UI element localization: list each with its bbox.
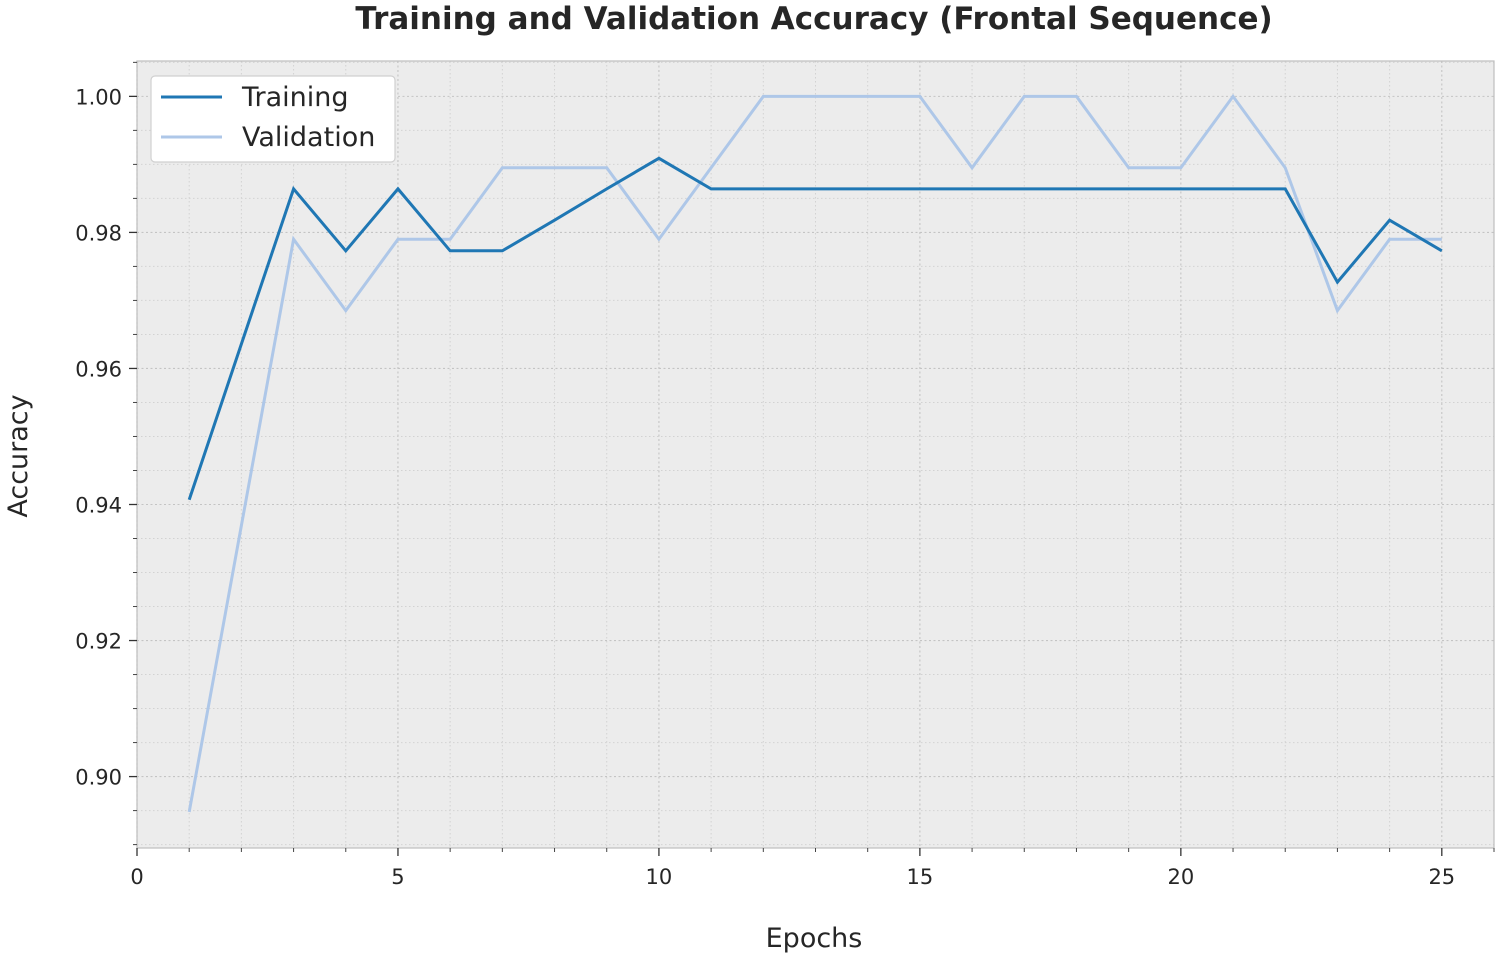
legend: Training Validation <box>150 75 396 163</box>
legend-label-training: Training <box>241 82 349 113</box>
series-lines <box>187 93 1443 813</box>
chart-title: Training and Validation Accuracy (Fronta… <box>355 1 1272 37</box>
y-tick-label: 0.92 <box>75 630 122 654</box>
x-tick-label: 5 <box>391 865 404 889</box>
y-tick-label: 1.00 <box>75 85 122 109</box>
series-line-training <box>187 156 1443 501</box>
x-tick-label: 10 <box>646 865 673 889</box>
x-tick-label: 15 <box>907 865 934 889</box>
x-axis-label: Epochs <box>766 923 863 954</box>
x-axis: 0 5 10 15 20 25 <box>130 848 1495 889</box>
plot-area <box>137 61 1494 848</box>
legend-label-validation: Validation <box>242 122 375 153</box>
y-tick-label: 0.98 <box>75 221 122 245</box>
x-tick-label: 20 <box>1167 865 1194 889</box>
y-tick-label: 0.94 <box>75 493 122 517</box>
y-tick-label: 0.90 <box>75 766 122 790</box>
y-axis: 0.90 0.92 0.94 0.96 0.98 1.00 <box>75 61 137 846</box>
series-line-validation <box>187 93 1442 813</box>
x-tick-label: 25 <box>1428 865 1455 889</box>
y-axis-label: Accuracy <box>3 394 34 517</box>
y-tick-label: 0.96 <box>75 357 122 381</box>
x-tick-label: 0 <box>130 865 143 889</box>
